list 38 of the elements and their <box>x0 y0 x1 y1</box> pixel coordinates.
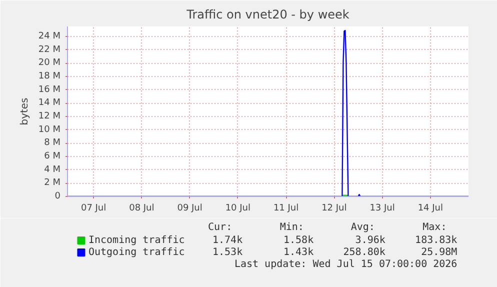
text: Cur: <box>208 222 232 233</box>
text: Max: <box>422 222 447 233</box>
x-tick-label: 11 Jul <box>273 204 299 214</box>
y-tick-label: 6 M <box>44 152 61 162</box>
x-tick-label: 12 Jul <box>322 204 347 214</box>
text: 25.98M <box>421 247 458 258</box>
x-tick-label: 07 Jul <box>80 204 106 214</box>
y-tick-label: 22 M <box>38 44 60 55</box>
y-tick-label: 2 M <box>44 178 61 188</box>
y-tick-label: 10 M <box>38 124 60 135</box>
y-tick-label: 12 M <box>38 112 60 122</box>
y-axis-title: bytes <box>19 98 30 126</box>
x-tick-label: 10 Jul <box>225 204 251 214</box>
chart-title: Traffic on vnet20 - by week <box>186 8 350 22</box>
text: 258.80k <box>343 247 386 258</box>
text: Avg: <box>350 222 375 233</box>
text: 1.43k <box>283 247 314 258</box>
text: 1.53k <box>212 247 243 258</box>
x-tick-label: 09 Jul <box>177 204 202 214</box>
y-tick-label: 0 <box>54 192 61 202</box>
y-tick-label: 14 M <box>38 98 60 108</box>
legend-label: Outgoing traffic <box>88 247 185 258</box>
x-tick-label: 08 Jul <box>129 204 154 214</box>
y-tick-label: 16 M <box>38 84 60 95</box>
y-tick-label: 20 M <box>38 58 60 68</box>
y-tick-label: 8 M <box>44 138 61 148</box>
text: Min: <box>280 222 304 233</box>
legend-label: Incoming traffic <box>88 235 185 246</box>
text: 183.83k <box>415 235 458 246</box>
text: 1.58k <box>283 235 314 246</box>
x-tick-label: 14 Jul <box>418 204 443 214</box>
x-tick-label: 13 Jul <box>370 204 395 214</box>
text: 1.74k <box>212 235 243 246</box>
y-tick-label: 4 M <box>44 164 61 175</box>
y-tick-label: 18 M <box>38 72 60 82</box>
text: 3.96k <box>355 235 386 246</box>
text: Last update: Wed Jul 15 07:00:00 2026 <box>234 259 458 270</box>
y-tick-label: 24 M <box>38 32 60 42</box>
